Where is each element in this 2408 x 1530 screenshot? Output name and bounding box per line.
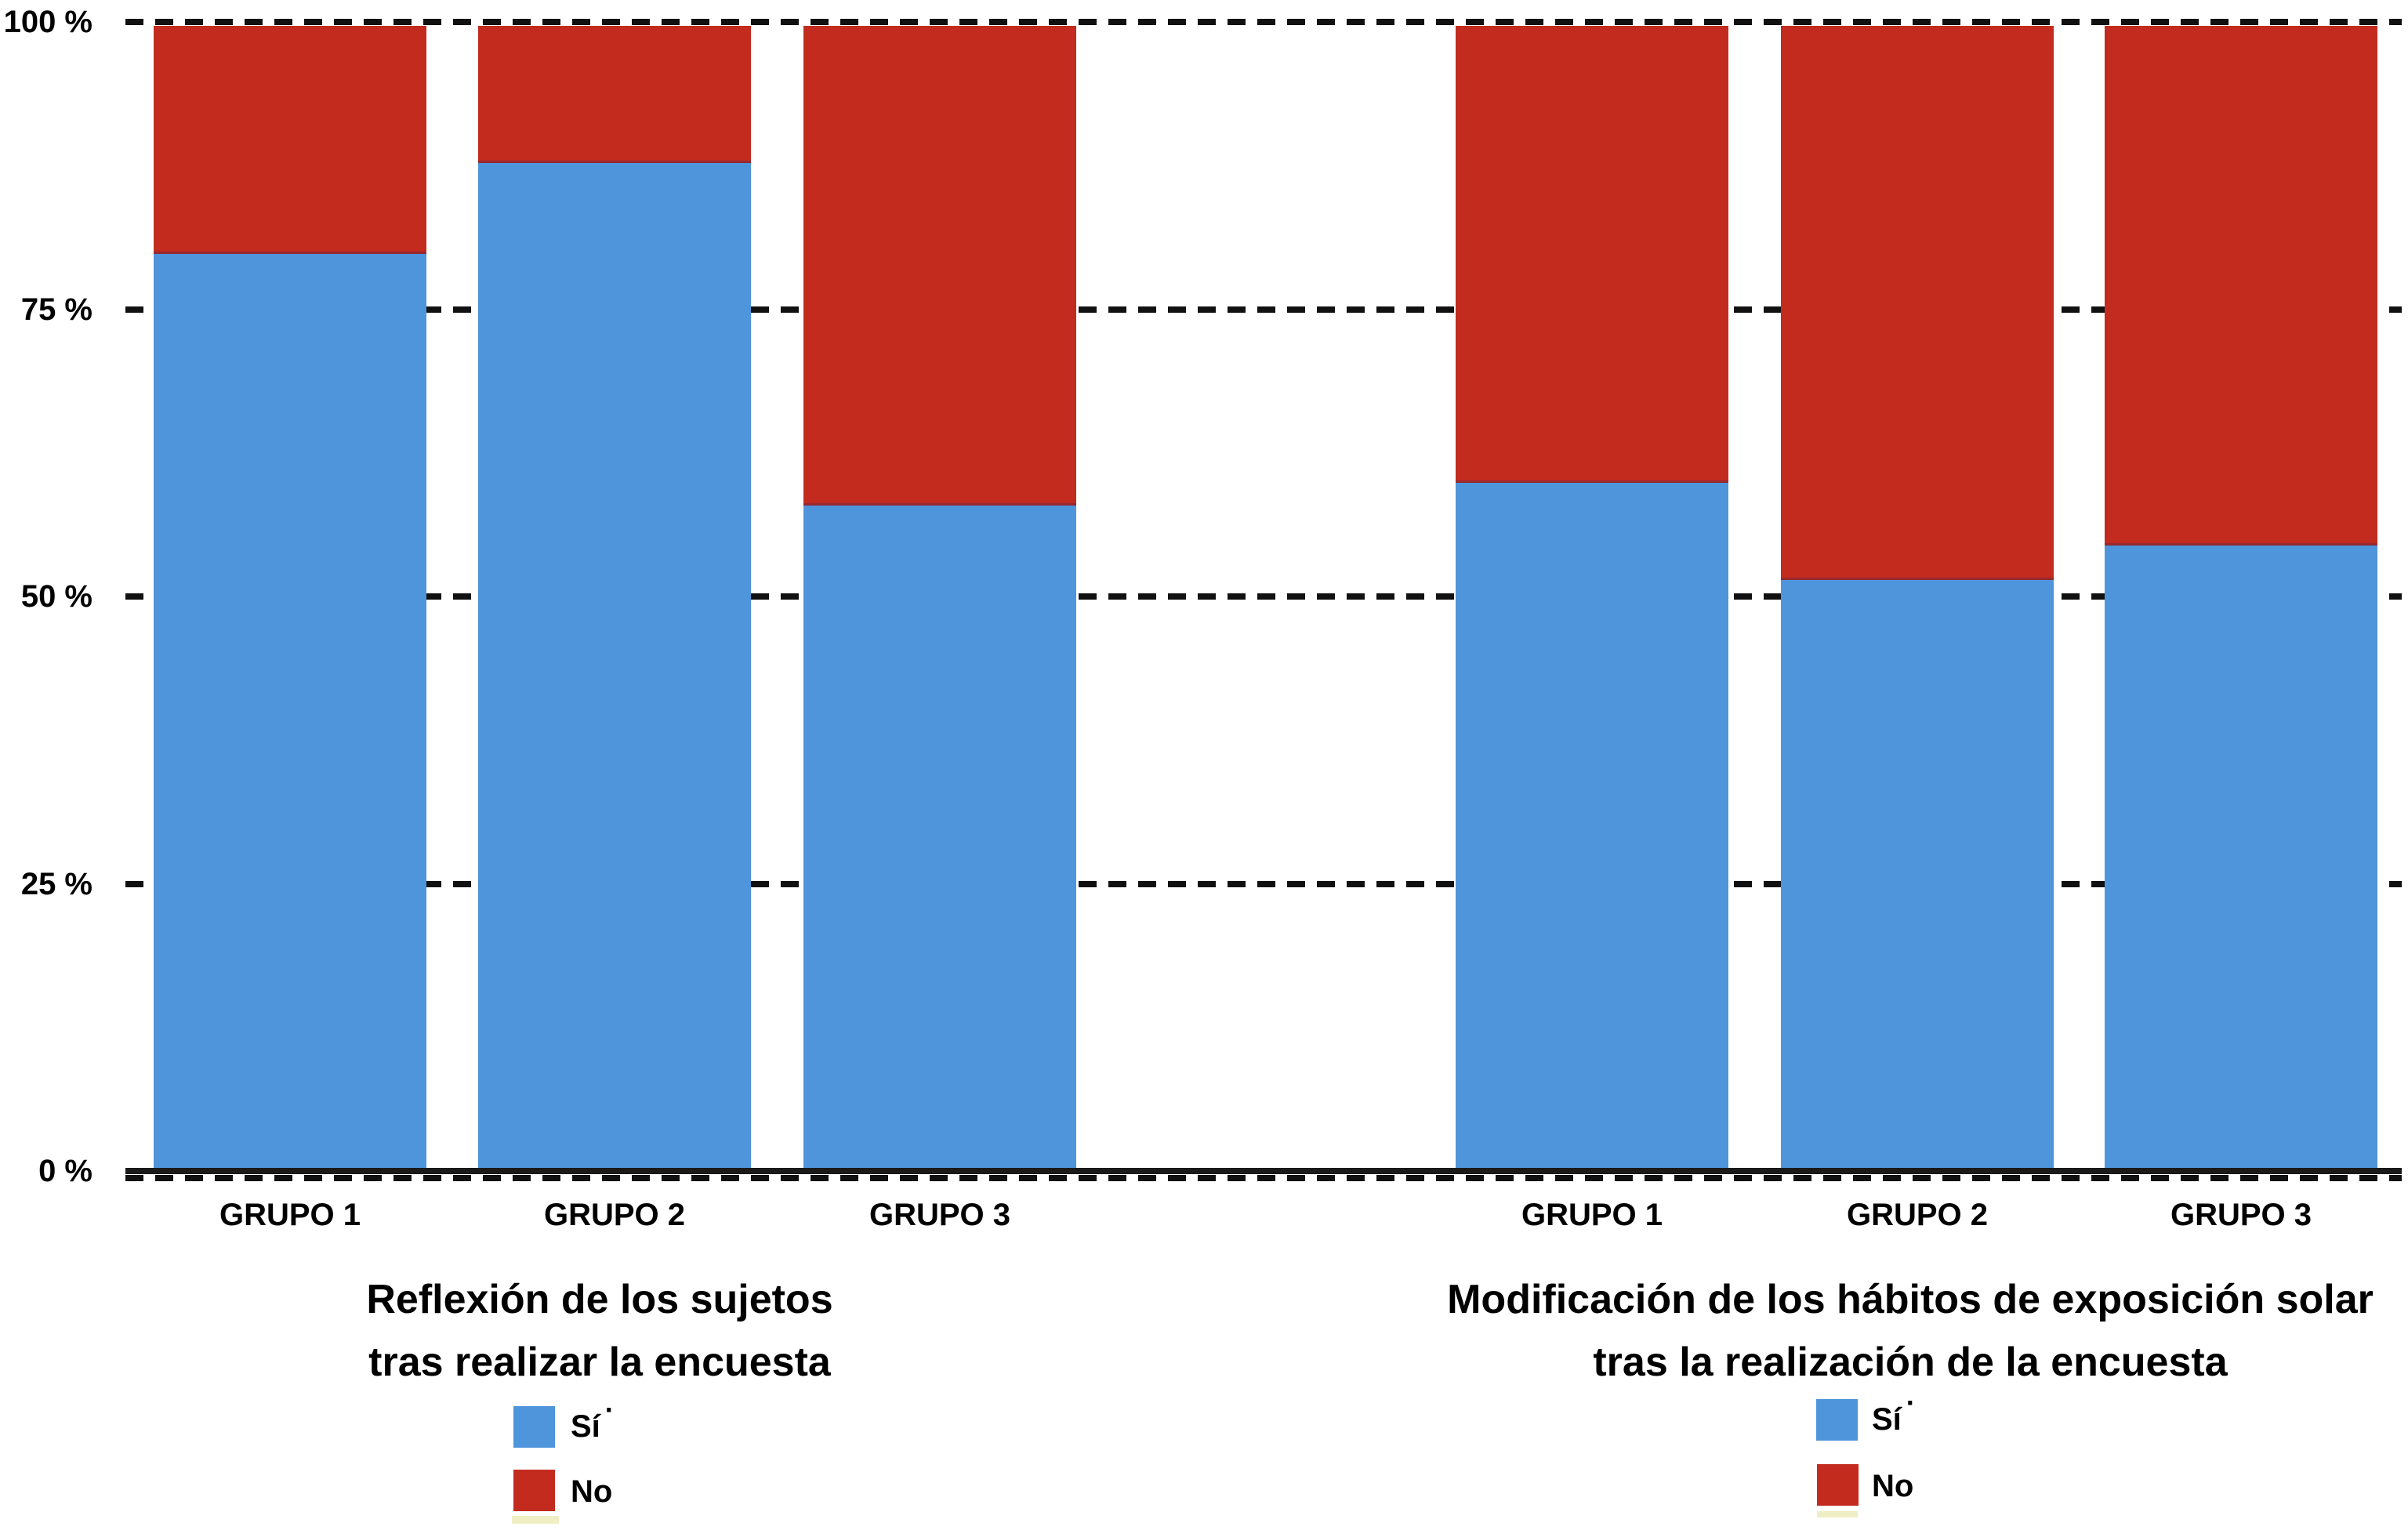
- baseline-dashed-gridline: [125, 1175, 2402, 1181]
- si-accent-dot: ·: [604, 1394, 615, 1426]
- right-legend-no-label: No: [1872, 1469, 1914, 1503]
- right-legend-si-label: Sí ·: [1872, 1389, 1916, 1441]
- left-legend-si-label: Sí ·: [571, 1396, 615, 1448]
- si-accent-dot: ·: [1906, 1387, 1916, 1419]
- left-panel-title: Reflexión de los sujetos tras realizar l…: [51, 1268, 1148, 1394]
- gridline-100pct: [125, 19, 2402, 25]
- x-axis-label-panel2-grupo2: GRUPO 2: [1846, 1198, 1989, 1232]
- si-label-text: Sí: [1872, 1402, 1902, 1437]
- bar-panel1-grupo1: [154, 26, 426, 1168]
- segment-si-panel1-grupo2: [478, 162, 751, 1168]
- bar-panel2-grupo2: [1781, 26, 2054, 1168]
- x-axis-label-panel1-grupo2: GRUPO 2: [543, 1198, 686, 1232]
- segment-si-panel1-grupo3: [803, 505, 1076, 1168]
- si-label-text: Sí: [571, 1409, 600, 1444]
- x-axis-line: [125, 1168, 2402, 1174]
- segment-no-panel2-grupo3: [2105, 26, 2377, 546]
- bar-panel1-grupo2: [478, 26, 751, 1168]
- bar-panel1-grupo3: [803, 26, 1076, 1168]
- bar-panel2-grupo1: [1456, 26, 1728, 1168]
- segment-no-panel1-grupo1: [154, 26, 426, 255]
- x-axis-label-panel2-grupo1: GRUPO 1: [1521, 1198, 1663, 1232]
- left-legend-no-label: No: [571, 1474, 613, 1509]
- x-axis-label-panel1-grupo1: GRUPO 1: [219, 1198, 361, 1232]
- segment-si-panel1-grupo1: [154, 254, 426, 1168]
- left-legend-clipped-swatch: [512, 1516, 559, 1524]
- gridline-25pct: [125, 881, 2402, 887]
- y-axis-tick-25pct: 25 %: [20, 867, 92, 901]
- gridline-75pct: [125, 306, 2402, 313]
- right-panel-title-line2: tras la realización de la encuesta: [1593, 1340, 2228, 1385]
- segment-si-panel2-grupo3: [2105, 545, 2377, 1168]
- left-legend-no-swatch: [513, 1470, 555, 1511]
- y-axis-tick-0pct: 0 %: [38, 1154, 92, 1188]
- x-axis-label-panel1-grupo3: GRUPO 3: [869, 1198, 1011, 1232]
- segment-no-panel1-grupo2: [478, 26, 751, 163]
- bar-panel2-grupo3: [2105, 26, 2377, 1168]
- right-legend-no-swatch: [1817, 1464, 1859, 1506]
- right-panel-title: Modificación de los hábitos de exposició…: [1362, 1268, 2408, 1394]
- segment-si-panel2-grupo2: [1781, 579, 2054, 1168]
- y-axis-tick-75pct: 75 %: [20, 292, 92, 327]
- right-legend-si-swatch: [1816, 1399, 1858, 1441]
- right-panel-title-line1: Modificación de los hábitos de exposició…: [1447, 1277, 2374, 1322]
- y-axis-tick-50pct: 50 %: [20, 579, 92, 614]
- y-axis-tick-100pct: 100 %: [3, 5, 92, 39]
- left-panel-title-line1: Reflexión de los sujetos: [366, 1277, 833, 1322]
- left-panel-title-line2: tras realizar la encuesta: [368, 1340, 831, 1385]
- right-legend-clipped-swatch: [1817, 1511, 1858, 1517]
- gridline-50pct: [125, 593, 2402, 600]
- segment-no-panel2-grupo2: [1781, 26, 2054, 580]
- segment-si-panel2-grupo1: [1456, 482, 1728, 1168]
- segment-no-panel2-grupo1: [1456, 26, 1728, 483]
- left-legend-si-swatch: [513, 1406, 555, 1448]
- segment-no-panel1-grupo3: [803, 26, 1076, 506]
- x-axis-label-panel2-grupo3: GRUPO 3: [2170, 1198, 2312, 1232]
